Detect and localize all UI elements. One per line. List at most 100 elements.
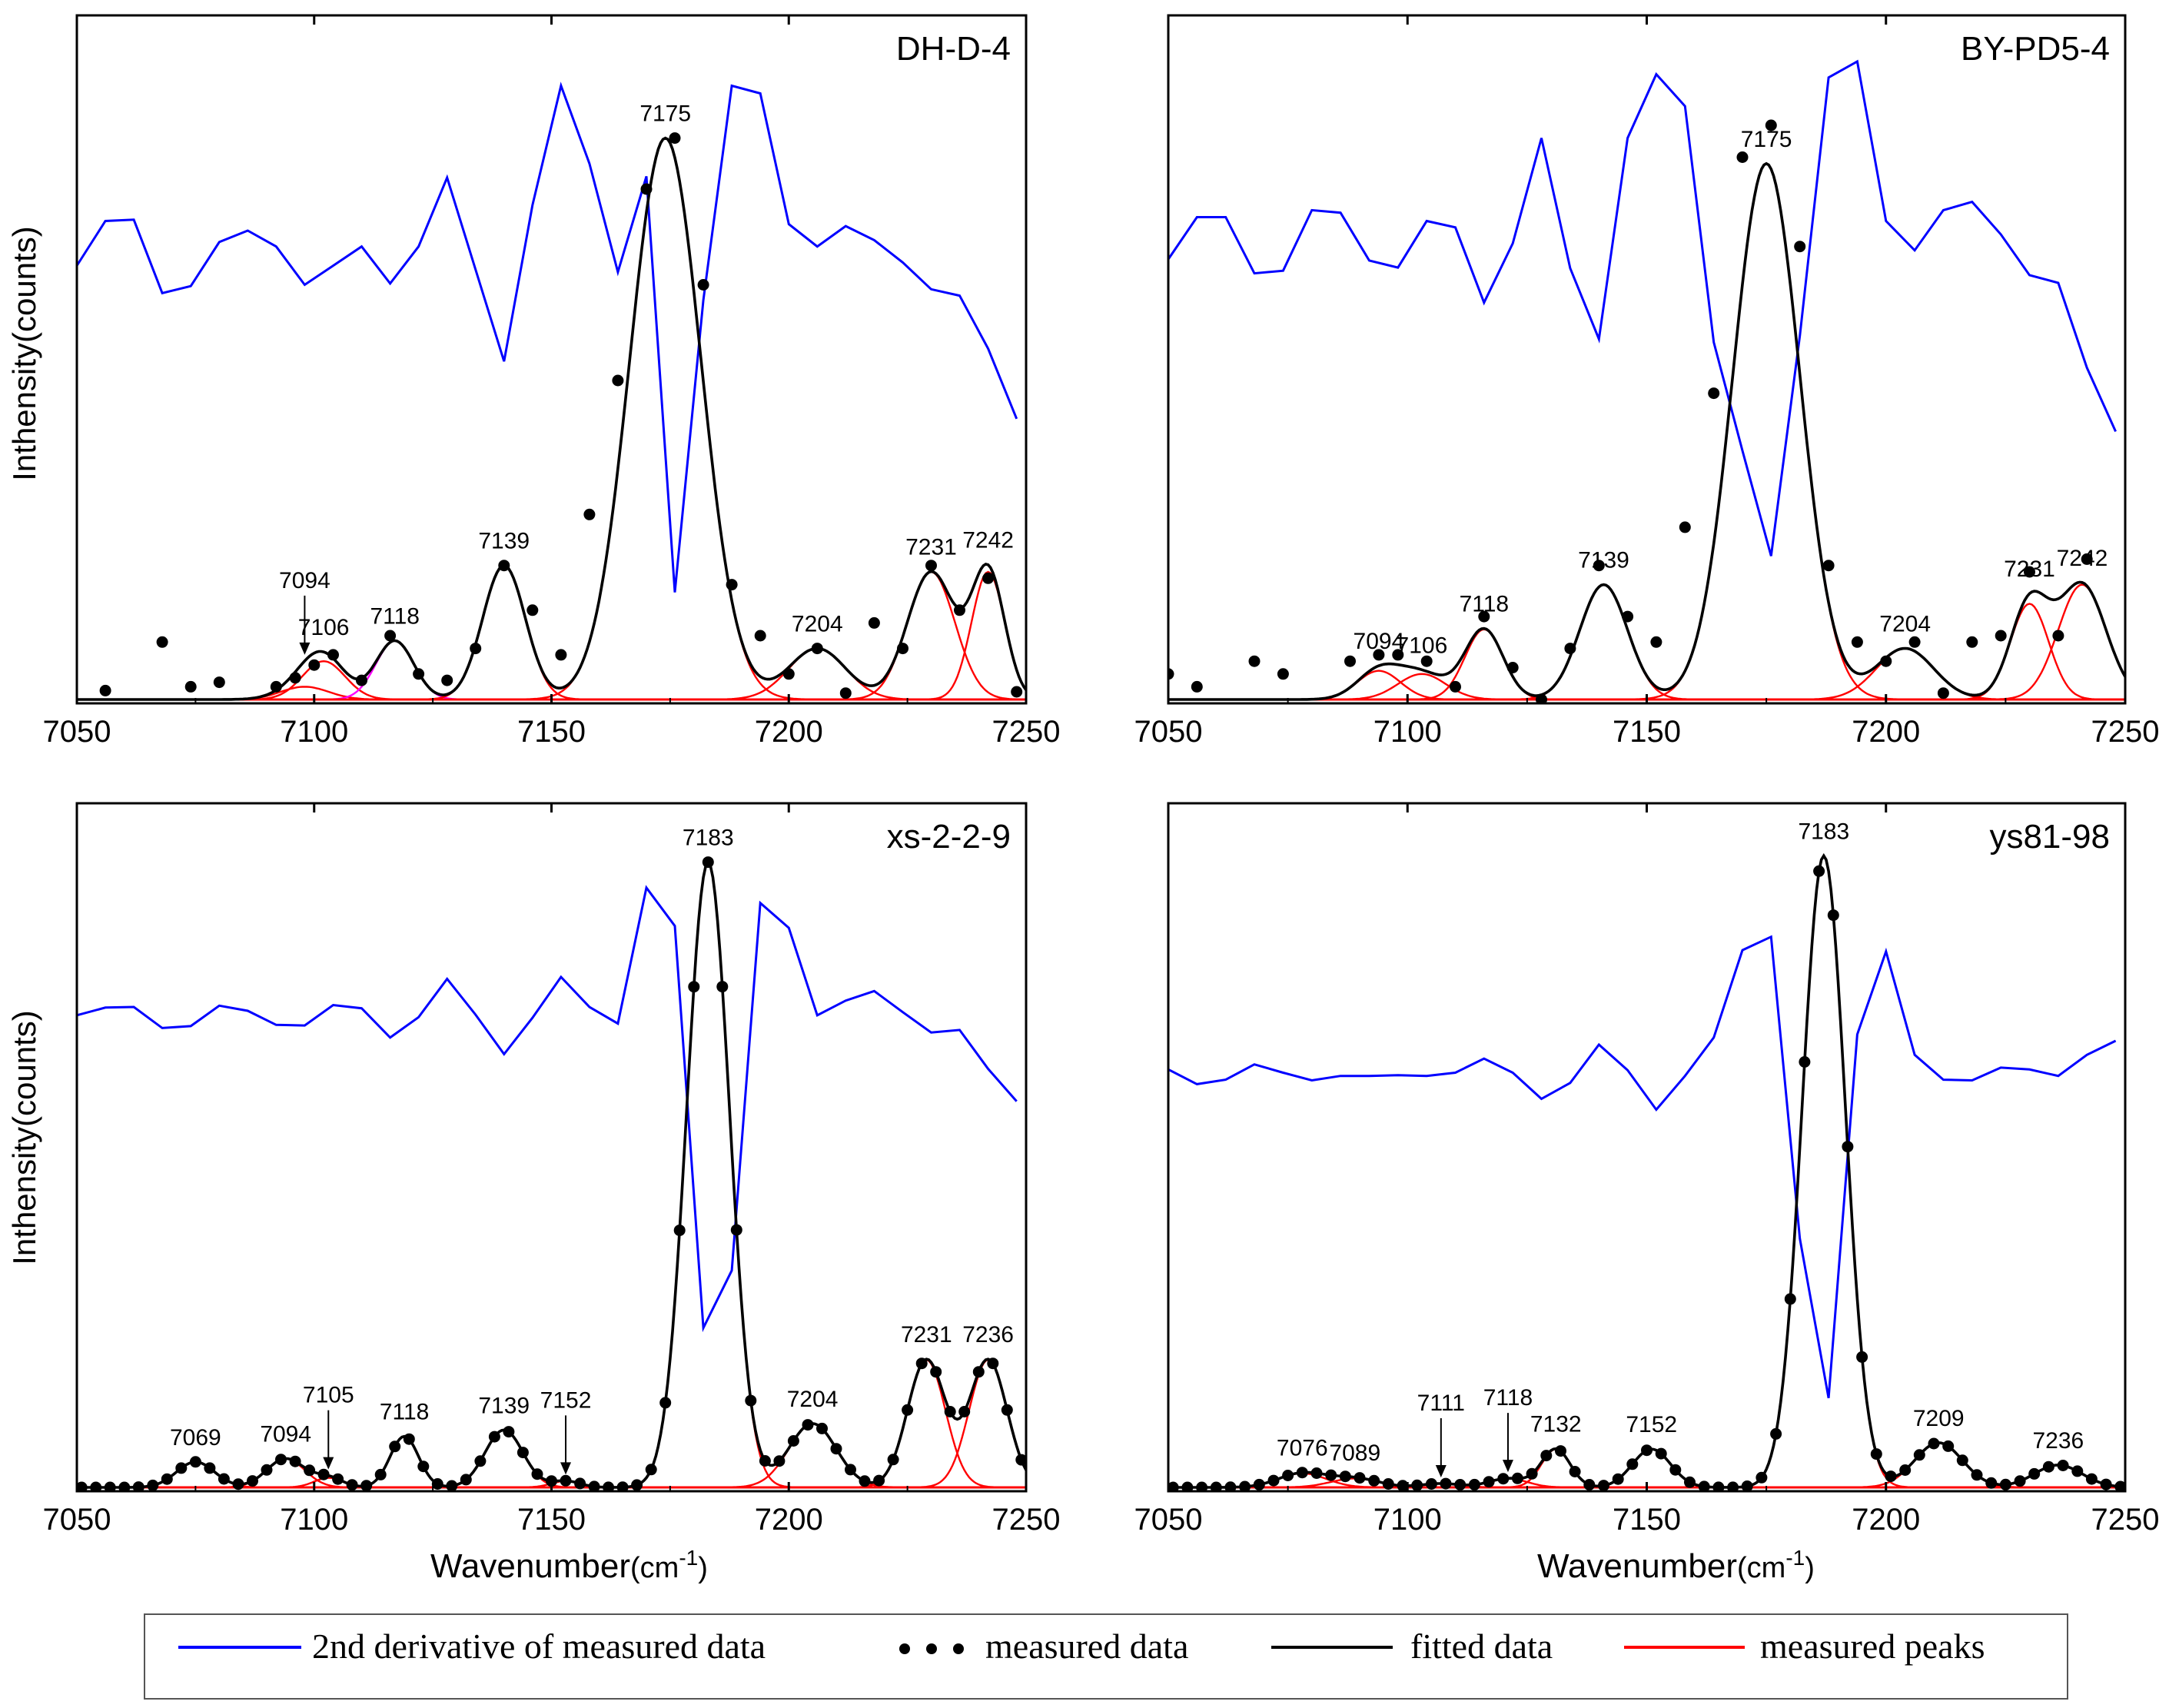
measured-point	[213, 676, 225, 689]
measured-point	[1497, 1473, 1510, 1485]
measured-point	[431, 1478, 443, 1490]
measured-point	[972, 1366, 985, 1378]
measured-point	[346, 1479, 358, 1491]
measured-point	[925, 560, 937, 572]
measured-point	[503, 1426, 515, 1438]
y-axis-label-top: Inthensity(counts)	[6, 226, 42, 481]
measured-point	[1536, 693, 1547, 703]
measured-point	[1296, 1467, 1308, 1479]
peak-label: 7118	[1460, 592, 1510, 617]
y-axis-label-bottom: Inthensity(counts)	[6, 1010, 42, 1265]
measured-point	[332, 1473, 344, 1485]
x-axis-label-right: Wavenumber(cm-1)	[1537, 1546, 1815, 1585]
measured-point	[1397, 1480, 1409, 1491]
peak-curve-7118	[1168, 628, 2125, 701]
measured-point	[232, 1478, 244, 1490]
measured-point	[987, 1357, 999, 1370]
measured-point	[1191, 680, 1203, 693]
plot-area	[1168, 852, 2125, 1491]
legend-label-derivative: 2nd derivative of measured data	[312, 1627, 766, 1666]
measured-point	[1770, 1427, 1782, 1440]
legend-dot-3	[953, 1643, 964, 1654]
measured-point	[583, 508, 596, 520]
measured-point	[1641, 1444, 1653, 1457]
peak-label: 7106	[1397, 633, 1448, 658]
measured-point	[460, 1474, 472, 1486]
measured-point	[1622, 610, 1634, 623]
measured-point	[441, 674, 453, 686]
measured-point	[1181, 1481, 1194, 1491]
x-tick-label: 7050	[1134, 715, 1203, 749]
x-tick-label: 7100	[1374, 1503, 1442, 1537]
measured-point	[1684, 1476, 1696, 1488]
measured-point	[830, 1443, 842, 1455]
measured-point	[1822, 560, 1835, 572]
panel-title: ys81-98	[1989, 818, 2110, 856]
measured-point	[1373, 649, 1385, 661]
measured-point	[1478, 610, 1490, 623]
measured-point	[982, 572, 995, 584]
measured-point	[873, 1474, 885, 1487]
measured-point	[275, 1454, 287, 1466]
measured-point	[730, 1224, 742, 1236]
peak-arrow-head	[299, 642, 311, 655]
peak-curve-7204	[77, 647, 1026, 701]
measured-point	[1511, 1472, 1523, 1484]
measured-point	[1827, 909, 1839, 922]
peak-arrow-head	[1502, 1460, 1513, 1473]
measured-point	[1450, 680, 1461, 693]
plot-area	[1168, 59, 2125, 703]
measured-point	[1282, 1470, 1294, 1481]
peak-label: 7118	[1483, 1385, 1533, 1411]
measured-point	[1650, 636, 1662, 648]
measured-point	[1001, 1404, 1013, 1416]
derivative-series	[77, 81, 1018, 593]
measured-point	[1971, 1469, 1983, 1481]
x-axis-label-left: Wavenumber(cm-1)	[430, 1546, 708, 1585]
measured-point	[787, 1435, 799, 1447]
measured-point	[612, 374, 624, 387]
measured-point	[1506, 662, 1519, 673]
measured-point	[77, 1481, 88, 1491]
measured-point	[2057, 1460, 2069, 1471]
measured-point	[1239, 1480, 1251, 1491]
peak-label: 7204	[1879, 611, 1931, 636]
measured-point	[1956, 1454, 1968, 1467]
measured-point	[413, 668, 425, 680]
measured-point	[161, 1473, 173, 1485]
measured-point	[944, 1406, 956, 1417]
measured-point	[1224, 1481, 1237, 1491]
measured-point	[1555, 1445, 1566, 1457]
measured-point	[1598, 1480, 1609, 1491]
measured-point	[118, 1481, 131, 1491]
measured-point	[99, 684, 111, 696]
measured-point	[1655, 1447, 1667, 1460]
measured-point	[759, 1455, 771, 1467]
legend-box	[144, 1613, 2068, 1700]
measured-point	[1755, 1471, 1768, 1484]
measured-point	[531, 1468, 543, 1480]
x-tick-label: 7200	[755, 1503, 823, 1537]
peak-label: 7139	[478, 529, 530, 554]
peak-arrow-head	[323, 1457, 334, 1470]
measured-point	[1310, 1467, 1323, 1479]
measured-point	[1569, 1466, 1581, 1477]
measured-point	[1168, 668, 1174, 680]
measured-point	[887, 1454, 899, 1466]
derivative-series	[1168, 935, 2117, 1399]
measured-point	[374, 1468, 387, 1480]
measured-point	[574, 1477, 586, 1490]
x-tick-label: 7100	[280, 715, 348, 749]
x-tick-label: 7050	[43, 1503, 111, 1537]
measured-point	[147, 1479, 159, 1491]
panel-title: BY-PD5-4	[1961, 30, 2110, 68]
measured-point	[958, 1406, 971, 1417]
peak-label: 7242	[2057, 546, 2108, 571]
measured-point	[754, 630, 766, 642]
peak-label: 7094	[1354, 629, 1405, 654]
measured-point	[1913, 1449, 1925, 1461]
peak-label: 7139	[478, 1393, 530, 1418]
measured-point	[526, 604, 539, 616]
measured-point	[915, 1357, 928, 1370]
